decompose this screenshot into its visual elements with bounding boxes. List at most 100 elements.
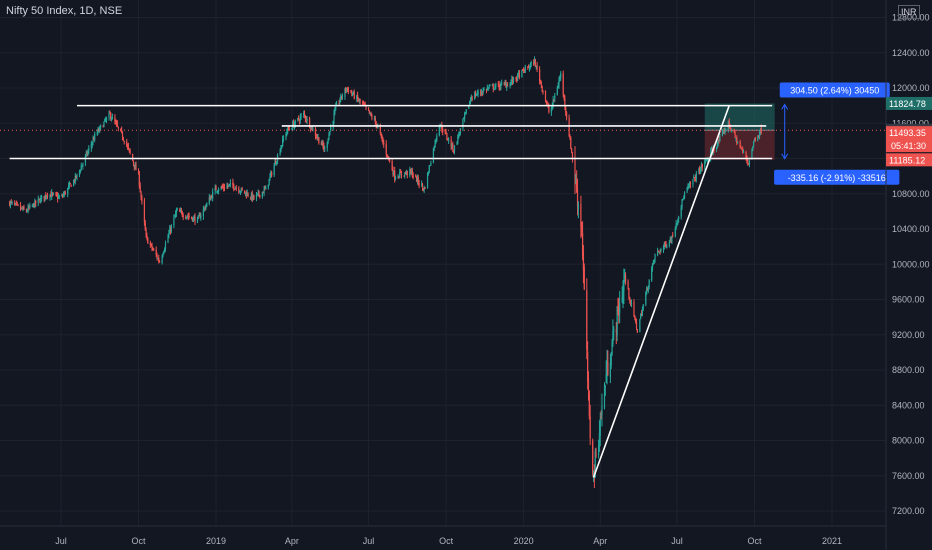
candle-body [223,187,226,189]
candle-body [174,215,176,217]
candle-body [9,201,12,206]
candle-body [735,137,737,139]
candle-body [613,328,615,331]
candle-body [228,183,231,185]
candle-body [523,70,526,73]
candle-body [250,193,253,199]
candle-body [185,216,188,219]
candle-body [38,198,40,200]
candle-body [658,251,660,253]
candle-body [494,86,496,89]
candle-body [521,69,523,78]
candle-body [108,112,110,118]
y-tick-label: 12400.00 [892,48,930,58]
candle-body [734,133,736,138]
candle-body [483,89,485,91]
candle-body [58,196,60,198]
candle-body [197,215,199,218]
price-tag [886,153,932,167]
risk-reward-tool[interactable] [704,103,775,160]
candle-body [291,128,293,130]
candle-body [524,66,526,73]
candle-body [104,119,106,122]
candle-body [464,112,467,114]
candle-body [115,122,117,124]
candle-body [380,134,382,136]
candle-body [487,87,489,89]
candle-body [292,122,295,128]
time-axis[interactable]: Jul Oct 2019 Apr Jul Oct 2020 Apr Jul Oct 2021 [55,536,842,546]
candle-body [216,191,218,193]
grid [0,0,886,526]
candle-body [737,142,739,144]
candle-body [528,67,530,69]
candle-body [705,159,708,161]
candle-body [23,206,25,210]
candle-body [69,182,71,185]
candle-body [340,95,342,101]
candle-body [682,199,684,201]
candle-body [370,113,372,116]
candle-body [351,94,354,96]
candle-body [415,175,417,177]
candle-body [92,138,94,143]
y-tick-label: 9600.00 [892,295,925,305]
candle-body [542,91,544,93]
x-tick-label: 2021 [822,536,842,546]
candle-body [510,82,512,84]
x-tick-label: 2019 [206,536,226,546]
price-tag [886,126,932,153]
candle-body [607,361,609,375]
candle-body [757,135,759,141]
candle-body [397,177,399,179]
candle-body [179,209,181,212]
candle-body [692,179,694,185]
candle-body [175,210,178,214]
candle-body [398,176,400,178]
candle-body [646,288,649,291]
candle-body [403,175,405,177]
candle-body [583,267,585,289]
candle-body [52,193,55,195]
price-axis[interactable]: 12800.0012400.0012000.0011600.0011200.00… [892,13,930,517]
candle-body [311,125,313,131]
trend-line[interactable] [592,105,730,478]
candle-body [753,141,755,146]
candle-body [110,118,113,120]
drawings[interactable]: 304.50 (2.64%) 30450 -335.16 (-2.91%) -33… [0,82,900,478]
candle-body [411,170,413,177]
candle-body [687,186,689,189]
candle-body [474,93,476,100]
y-tick-label: 12800.00 [892,13,930,23]
candle-body [500,83,502,88]
candle-body [143,200,146,223]
candle-body [146,235,148,238]
candle-body [598,433,601,447]
candle-body [758,133,761,138]
y-tick-label: 7600.00 [892,471,925,481]
candle-body [751,149,753,160]
candle-body [357,94,359,99]
candle-body [540,82,542,86]
currency-label[interactable]: INR [898,5,920,19]
candle-body [310,126,312,129]
candle-body [752,146,754,151]
candle-body [670,239,672,242]
candle-body [44,194,46,199]
candle-body [535,65,537,68]
y-tick-label: 10800.00 [892,189,930,199]
candle-body [247,193,249,197]
candle-body [144,222,146,230]
candle-body [505,83,507,87]
candle-body [145,230,147,236]
candle-body [368,110,370,114]
candle-body [377,126,379,128]
x-tick-label: 2020 [514,536,534,546]
candle-body [185,217,187,219]
candle-body [126,145,129,147]
candle-body [558,80,560,86]
candle-body [527,66,529,68]
candle-body [742,149,744,152]
candle-body [471,98,473,100]
